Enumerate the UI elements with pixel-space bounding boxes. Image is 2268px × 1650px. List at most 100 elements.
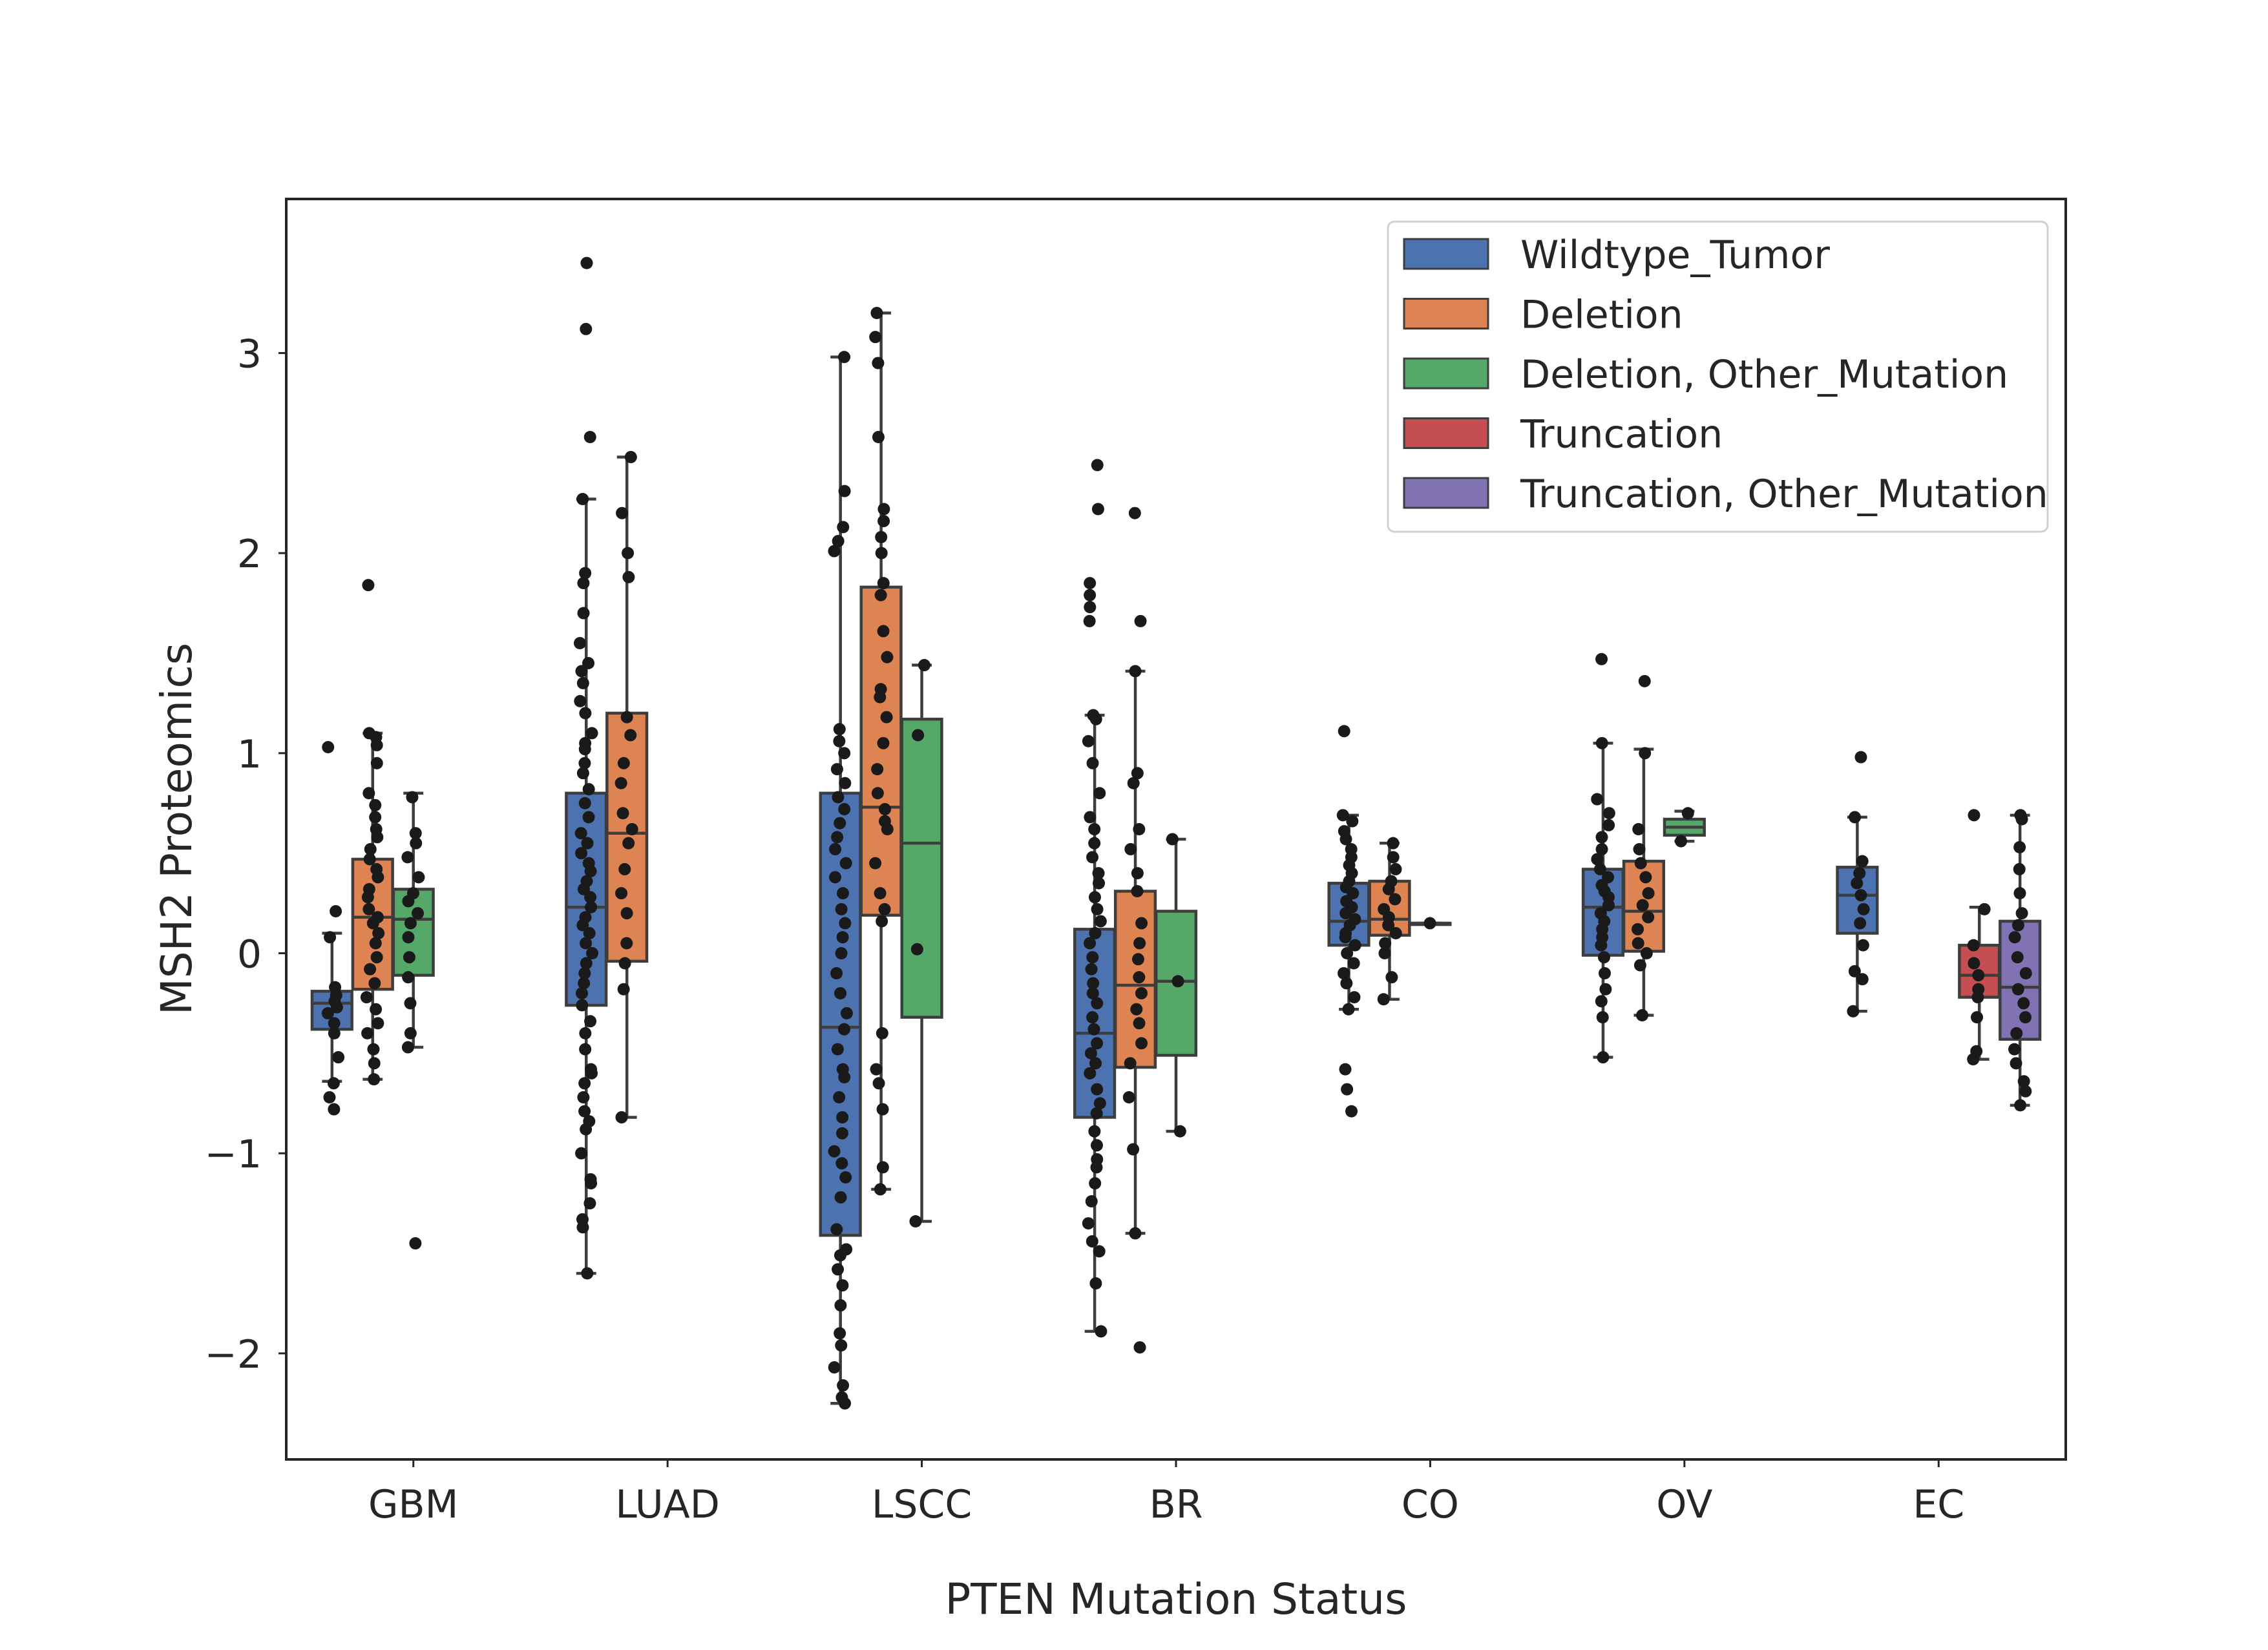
data-point-wildtype-tumor-luad-38 (582, 783, 595, 796)
data-point-deletion-co-3 (1379, 937, 1392, 950)
data-point-wildtype-tumor-co-9 (1349, 939, 1361, 952)
data-point-wildtype-tumor-co-5 (1340, 977, 1353, 990)
data-point-wildtype-tumor-lscc-46 (838, 485, 851, 497)
data-point-wildtype-tumor-luad-27 (585, 901, 598, 914)
data-point-deletion-co-12 (1387, 851, 1400, 864)
data-point-wildtype-tumor-co-0 (1345, 1105, 1358, 1118)
data-point-deletion-lscc-18 (874, 683, 887, 696)
data-point-wildtype-tumor-luad-53 (576, 493, 589, 506)
data-point-wildtype-tumor-luad-33 (575, 847, 588, 860)
data-point-deletion-lscc-4 (870, 1063, 883, 1076)
data-point-deletion-lscc-19 (881, 651, 894, 663)
data-point-deletion-br-16 (1133, 823, 1146, 835)
data-point-deletion-lscc-30 (870, 307, 883, 320)
y-axis-label: MSH2 Proteomics (152, 643, 202, 1015)
data-point-wildtype-tumor-br-22 (1087, 977, 1100, 990)
data-point-deletion-lscc-27 (872, 431, 885, 444)
data-point-wildtype-tumor-lscc-28 (839, 917, 852, 930)
data-point-deletion-ov-8 (1639, 871, 1652, 884)
data-point-wildtype-tumor-lscc-35 (834, 817, 846, 830)
data-point-deletion-other-mutation-gbm-13 (410, 837, 423, 850)
data-point-wildtype-tumor-lscc-14 (835, 1157, 848, 1170)
data-point-deletion-lscc-16 (880, 711, 893, 724)
data-point-wildtype-tumor-br-35 (1084, 811, 1097, 824)
data-point-wildtype-tumor-br-43 (1084, 589, 1097, 601)
data-point-wildtype-tumor-luad-45 (574, 694, 587, 707)
data-point-wildtype-tumor-luad-46 (576, 676, 589, 689)
data-point-deletion-br-15 (1124, 842, 1137, 855)
data-point-wildtype-tumor-luad-9 (578, 1105, 591, 1118)
data-point-wildtype-tumor-ov-3 (1599, 983, 1612, 996)
data-point-wildtype-tumor-br-31 (1092, 867, 1105, 880)
data-point-wildtype-tumor-co-28 (1338, 725, 1350, 738)
data-point-truncation-other-mutation-ec-14 (2013, 887, 2026, 900)
data-point-wildtype-tumor-br-0 (1095, 1325, 1108, 1338)
data-point-wildtype-tumor-gbm-2 (327, 1077, 340, 1090)
legend-label-truncation-other-mutation: Truncation, Other_Mutation (1520, 472, 2048, 517)
data-point-wildtype-tumor-co-2 (1339, 1063, 1352, 1076)
legend-swatch-wildtype-tumor (1403, 238, 1489, 270)
data-point-deletion-ov-4 (1632, 923, 1644, 935)
data-point-wildtype-tumor-br-1 (1089, 1277, 1102, 1290)
data-point-deletion-co-8 (1389, 893, 1402, 906)
data-point-wildtype-tumor-luad-39 (576, 767, 589, 780)
data-point-deletion-other-mutation-gbm-3 (404, 997, 417, 1010)
data-point-deletion-co-13 (1387, 837, 1400, 850)
data-point-truncation-other-mutation-ec-2 (2017, 1075, 2030, 1088)
data-point-wildtype-tumor-ec-0 (1847, 1005, 1860, 1018)
data-point-deletion-other-mutation-gbm-4 (402, 971, 415, 984)
data-point-wildtype-tumor-br-6 (1089, 1177, 1102, 1190)
data-point-wildtype-tumor-luad-52 (579, 567, 592, 580)
data-point-deletion-lscc-14 (871, 763, 884, 776)
data-point-deletion-luad-2 (618, 957, 631, 970)
data-point-deletion-other-mutation-br-2 (1166, 833, 1179, 846)
data-point-deletion-luad-10 (614, 777, 627, 789)
data-point-wildtype-tumor-ov-24 (1595, 653, 1608, 665)
data-point-wildtype-tumor-br-17 (1091, 1037, 1104, 1050)
data-point-deletion-gbm-23 (369, 811, 382, 824)
data-point-deletion-other-mutation-br-1 (1171, 975, 1184, 988)
data-point-truncation-ec-7 (1967, 939, 1980, 952)
data-point-truncation-ec-9 (1968, 809, 1980, 822)
data-point-wildtype-tumor-br-10 (1088, 1125, 1101, 1138)
points-layer (321, 256, 2032, 1410)
data-point-wildtype-tumor-luad-32 (582, 857, 595, 870)
data-point-wildtype-tumor-luad-48 (582, 656, 595, 669)
data-point-wildtype-tumor-ec-6 (1854, 889, 1867, 902)
data-point-truncation-other-mutation-ec-16 (2013, 841, 2026, 853)
data-point-wildtype-tumor-br-21 (1086, 987, 1099, 999)
data-point-truncation-other-mutation-ec-11 (2008, 931, 2021, 944)
data-point-deletion-co-2 (1378, 947, 1391, 960)
box-deletion-luad (605, 455, 649, 1119)
data-point-deletion-gbm-0 (368, 1073, 381, 1086)
legend-swatch-deletion-other-mutation (1403, 357, 1489, 390)
data-point-truncation-other-mutation-ec-9 (2019, 966, 2032, 979)
data-point-deletion-gbm-5 (370, 1003, 383, 1016)
data-point-truncation-other-mutation-ec-10 (2011, 951, 2024, 964)
data-point-wildtype-tumor-lscc-22 (837, 1023, 850, 1036)
data-point-truncation-ec-5 (1972, 969, 1985, 982)
x-tick-label-ec: EC (1913, 1482, 1964, 1527)
data-point-deletion-other-mutation-gbm-7 (404, 917, 417, 930)
data-point-wildtype-tumor-ec-1 (1856, 973, 1869, 986)
data-point-deletion-luad-16 (616, 506, 629, 519)
data-point-deletion-gbm-24 (369, 799, 382, 811)
data-point-deletion-br-10 (1131, 953, 1144, 966)
data-point-wildtype-tumor-co-26 (1346, 815, 1359, 828)
data-point-wildtype-tumor-br-23 (1085, 963, 1098, 976)
data-point-wildtype-tumor-ov-18 (1595, 842, 1608, 855)
data-point-wildtype-tumor-lscc-26 (835, 947, 848, 960)
data-point-wildtype-tumor-lscc-27 (836, 931, 849, 944)
data-point-deletion-lscc-20 (877, 625, 890, 638)
data-point-wildtype-tumor-co-4 (1348, 991, 1361, 1004)
data-point-deletion-luad-5 (615, 887, 628, 900)
data-point-wildtype-tumor-br-29 (1088, 891, 1101, 904)
data-point-wildtype-tumor-br-36 (1093, 787, 1106, 800)
data-point-deletion-luad-3 (620, 937, 633, 950)
data-point-deletion-ov-10 (1633, 842, 1646, 855)
data-point-wildtype-tumor-lscc-21 (831, 1043, 844, 1056)
data-point-deletion-other-mutation-gbm-2 (404, 1027, 417, 1039)
data-point-truncation-other-mutation-ec-15 (2013, 862, 2026, 875)
data-point-truncation-ec-4 (1972, 983, 1985, 996)
legend: Wildtype_Tumor Deletion Deletion, Other_Mu… (1387, 220, 2049, 533)
